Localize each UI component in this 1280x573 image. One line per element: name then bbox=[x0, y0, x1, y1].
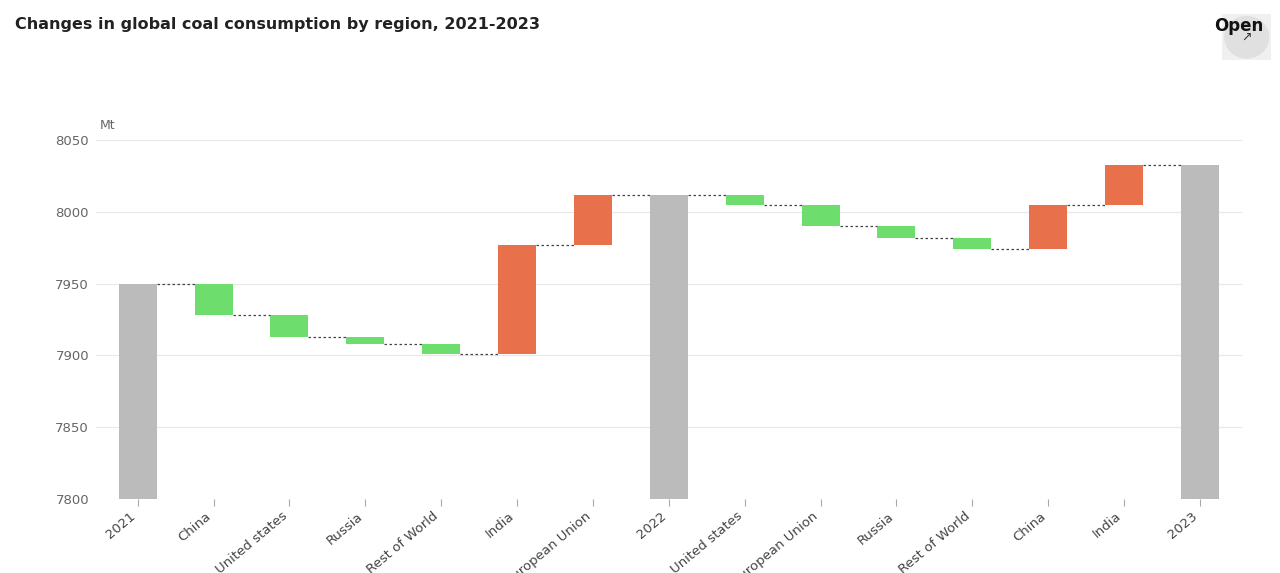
Bar bbox=[1029, 205, 1068, 249]
Bar bbox=[422, 344, 461, 354]
Bar bbox=[119, 284, 156, 499]
Text: ↗: ↗ bbox=[1242, 31, 1252, 44]
Bar bbox=[573, 195, 612, 245]
Bar bbox=[498, 245, 536, 354]
Bar bbox=[1105, 165, 1143, 205]
Text: Open: Open bbox=[1215, 17, 1263, 35]
Bar bbox=[650, 195, 687, 499]
Circle shape bbox=[1225, 17, 1268, 58]
Text: Changes in global coal consumption by region, 2021-2023: Changes in global coal consumption by re… bbox=[15, 17, 540, 32]
Bar bbox=[270, 315, 308, 337]
Bar bbox=[877, 226, 915, 238]
Bar bbox=[195, 284, 233, 315]
Text: Mt: Mt bbox=[100, 119, 115, 132]
Bar bbox=[726, 195, 764, 205]
Bar bbox=[347, 337, 384, 344]
Bar bbox=[954, 238, 991, 249]
Bar bbox=[1181, 165, 1219, 499]
Bar bbox=[801, 205, 840, 226]
